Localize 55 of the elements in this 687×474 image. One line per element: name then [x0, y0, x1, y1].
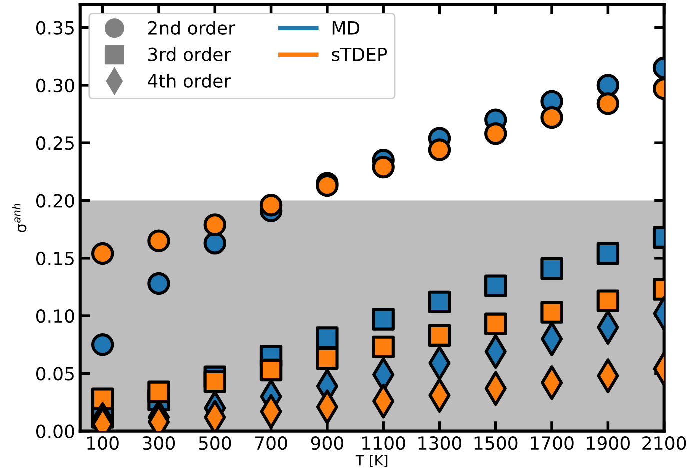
point: [428, 290, 452, 314]
y-tick-label: 0.05: [36, 367, 74, 381]
point: [260, 358, 283, 382]
point: [428, 138, 452, 162]
x-tick-label: 100: [88, 436, 119, 450]
point: [316, 326, 339, 350]
y-tick-label: 0.25: [36, 136, 74, 150]
legend-label: sTDEP: [332, 48, 388, 62]
point: [91, 242, 114, 266]
y-tick-label: 0.20: [36, 194, 74, 208]
point: [91, 388, 114, 410]
point: [316, 347, 339, 370]
point: [540, 106, 564, 130]
point: [148, 272, 170, 296]
x-tick-label: 1100: [362, 436, 406, 450]
x-axis-title: T [K]: [356, 455, 388, 468]
x-tick-label: 1300: [418, 436, 462, 450]
point: [204, 232, 226, 255]
legend-label: 3rd order: [148, 47, 232, 62]
point: [596, 290, 620, 312]
point: [372, 336, 395, 359]
point: [148, 380, 170, 404]
legend-label: MD: [332, 22, 360, 35]
y-tick-label: 0.30: [36, 78, 74, 93]
point: [260, 194, 283, 217]
y-tick-label: 0.00: [36, 424, 74, 438]
point: [596, 74, 620, 97]
point: [372, 308, 395, 331]
point: [484, 122, 508, 146]
legend-label: 2nd order: [148, 20, 236, 35]
point: [148, 230, 170, 252]
x-tick-label: 1700: [531, 436, 574, 450]
y-tick-label: 0.15: [36, 252, 74, 266]
point: [204, 214, 226, 236]
x-tick-label: 500: [199, 436, 232, 450]
point: [540, 257, 564, 280]
x-tick-label: 1900: [587, 436, 630, 450]
point: [484, 274, 508, 298]
x-tick-label: 1500: [474, 436, 518, 450]
x-tick-label: 300: [143, 436, 176, 450]
y-axis-title: σ$^{anh}$: [12, 204, 27, 232]
y-tick-label: 0.35: [36, 21, 74, 35]
point: [596, 92, 620, 116]
point: [372, 156, 395, 179]
y-tick-label: 0.10: [36, 310, 74, 324]
x-tick-label: 2100: [642, 436, 686, 450]
x-tick-label: 900: [311, 436, 344, 450]
point: [91, 334, 114, 356]
point: [428, 324, 452, 347]
point: [596, 242, 620, 266]
x-tick-label: 700: [256, 436, 288, 450]
legend-label: 4th order: [148, 74, 232, 88]
point: [484, 312, 508, 336]
point: [540, 301, 564, 324]
point: [204, 370, 226, 394]
